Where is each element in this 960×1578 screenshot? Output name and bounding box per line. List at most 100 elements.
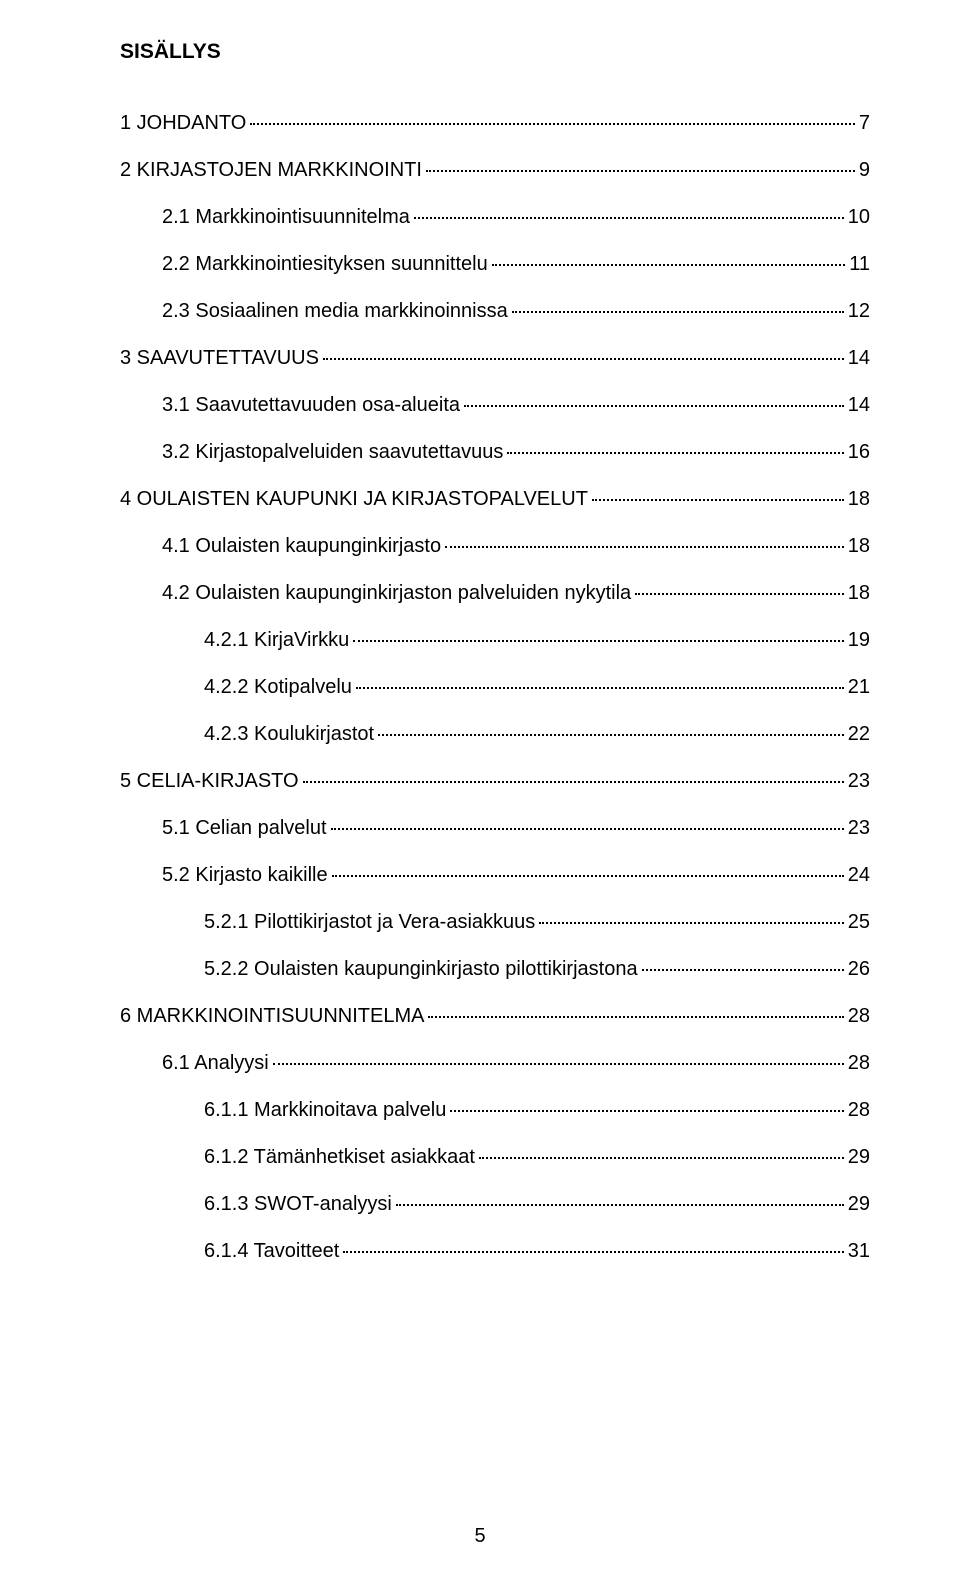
toc-leader [642, 969, 844, 971]
toc-leader [353, 640, 843, 642]
toc-row: 2.3 Sosiaalinen media markkinoinnissa 12 [162, 300, 870, 323]
toc-leader [426, 170, 855, 172]
toc-leader [396, 1204, 844, 1206]
toc-label: 4.2.2 Kotipalvelu [204, 676, 352, 699]
toc-row: 4.1 Oulaisten kaupunginkirjasto 18 [162, 535, 870, 558]
toc-label: 4.1 Oulaisten kaupunginkirjasto [162, 535, 441, 558]
toc-leader [250, 123, 855, 125]
toc-leader [343, 1251, 843, 1253]
toc-page: 26 [848, 958, 870, 981]
toc-page: 29 [848, 1146, 870, 1169]
toc-leader [273, 1063, 844, 1065]
toc-leader [323, 358, 844, 360]
toc-row: 6 MARKKINOINTISUUNNITELMA 28 [120, 1005, 870, 1028]
toc-label: 4.2.1 KirjaVirkku [204, 629, 349, 652]
toc-page: 7 [859, 112, 870, 135]
toc-row: 3 SAAVUTETTAVUUS 14 [120, 347, 870, 370]
toc-row: 1 JOHDANTO 7 [120, 112, 870, 135]
toc-leader [428, 1016, 843, 1018]
toc-label: 5 CELIA-KIRJASTO [120, 770, 299, 793]
toc-label: 2.2 Markkinointiesityksen suunnittelu [162, 253, 488, 276]
toc-label: 6.1 Analyysi [162, 1052, 269, 1075]
toc-row: 6.1.1 Markkinoitava palvelu 28 [204, 1099, 870, 1122]
toc-row: 6.1.3 SWOT-analyysi 29 [204, 1193, 870, 1216]
toc-label: 6.1.4 Tavoitteet [204, 1240, 339, 1263]
toc-row: 2 KIRJASTOJEN MARKKINOINTI 9 [120, 159, 870, 182]
toc-label: 4.2 Oulaisten kaupunginkirjaston palvelu… [162, 582, 631, 605]
toc-label: 2 KIRJASTOJEN MARKKINOINTI [120, 159, 422, 182]
toc-page: 9 [859, 159, 870, 182]
toc-page: 18 [848, 488, 870, 511]
toc-row: 3.2 Kirjastopalveluiden saavutettavuus 16 [162, 441, 870, 464]
toc-row: 5.2.2 Oulaisten kaupunginkirjasto pilott… [204, 958, 870, 981]
toc-row: 2.2 Markkinointiesityksen suunnittelu 11 [162, 253, 870, 276]
toc-leader [378, 734, 844, 736]
toc-row: 4.2 Oulaisten kaupunginkirjaston palvelu… [162, 582, 870, 605]
toc-row: 3.1 Saavutettavuuden osa-alueita 14 [162, 394, 870, 417]
toc-label: 5.2.1 Pilottikirjastot ja Vera-asiakkuus [204, 911, 535, 934]
toc-page: 10 [848, 206, 870, 229]
toc-leader [512, 311, 844, 313]
toc-page: 19 [848, 629, 870, 652]
toc-page: 16 [848, 441, 870, 464]
toc-page: 14 [848, 347, 870, 370]
toc-leader [635, 593, 844, 595]
toc-row: 6.1 Analyysi 28 [162, 1052, 870, 1075]
toc-row: 2.1 Markkinointisuunnitelma 10 [162, 206, 870, 229]
toc-row: 4.2.3 Koulukirjastot 22 [204, 723, 870, 746]
toc-leader [450, 1110, 843, 1112]
toc-page: 29 [848, 1193, 870, 1216]
toc-page: 24 [848, 864, 870, 887]
table-of-contents: 1 JOHDANTO 7 2 KIRJASTOJEN MARKKINOINTI 9 2.… [120, 112, 870, 1263]
toc-page: 14 [848, 394, 870, 417]
toc-label: 6.1.3 SWOT-analyysi [204, 1193, 392, 1216]
toc-leader [414, 217, 844, 219]
toc-page: 18 [848, 582, 870, 605]
toc-label: 2.3 Sosiaalinen media markkinoinnissa [162, 300, 508, 323]
toc-leader [507, 452, 843, 454]
toc-label: 6.1.1 Markkinoitava palvelu [204, 1099, 446, 1122]
toc-leader [445, 546, 844, 548]
toc-page: 12 [848, 300, 870, 323]
toc-leader [356, 687, 844, 689]
toc-page: 11 [849, 253, 870, 276]
toc-row: 4.2.1 KirjaVirkku 19 [204, 629, 870, 652]
toc-label: 6 MARKKINOINTISUUNNITELMA [120, 1005, 424, 1028]
toc-page: 23 [848, 770, 870, 793]
toc-leader [332, 875, 844, 877]
page-title: SISÄLLYS [120, 40, 870, 64]
toc-leader [539, 922, 843, 924]
toc-row: 6.1.4 Tavoitteet 31 [204, 1240, 870, 1263]
toc-page: 31 [848, 1240, 870, 1263]
toc-leader [479, 1157, 844, 1159]
page-number: 5 [474, 1525, 485, 1548]
toc-label: 3.1 Saavutettavuuden osa-alueita [162, 394, 460, 417]
toc-label: 4.2.3 Koulukirjastot [204, 723, 374, 746]
toc-page: 23 [848, 817, 870, 840]
toc-page: 25 [848, 911, 870, 934]
toc-label: 3 SAAVUTETTAVUUS [120, 347, 319, 370]
toc-row: 5.2 Kirjasto kaikille 24 [162, 864, 870, 887]
toc-label: 2.1 Markkinointisuunnitelma [162, 206, 410, 229]
toc-row: 5.2.1 Pilottikirjastot ja Vera-asiakkuus… [204, 911, 870, 934]
toc-label: 5.2.2 Oulaisten kaupunginkirjasto pilott… [204, 958, 638, 981]
toc-label: 5.2 Kirjasto kaikille [162, 864, 328, 887]
toc-label: 6.1.2 Tämänhetkiset asiakkaat [204, 1146, 475, 1169]
toc-label: 3.2 Kirjastopalveluiden saavutettavuus [162, 441, 503, 464]
toc-row: 6.1.2 Tämänhetkiset asiakkaat 29 [204, 1146, 870, 1169]
toc-leader [492, 264, 846, 266]
toc-page: 28 [848, 1052, 870, 1075]
toc-leader [592, 499, 844, 501]
toc-label: 5.1 Celian palvelut [162, 817, 327, 840]
toc-row: 5 CELIA-KIRJASTO 23 [120, 770, 870, 793]
toc-row: 4 OULAISTEN KAUPUNKI JA KIRJASTOPALVELUT… [120, 488, 870, 511]
toc-label: 4 OULAISTEN KAUPUNKI JA KIRJASTOPALVELUT [120, 488, 588, 511]
toc-row: 4.2.2 Kotipalvelu21 [204, 676, 870, 699]
toc-page: 28 [848, 1005, 870, 1028]
toc-label: 1 JOHDANTO [120, 112, 246, 135]
toc-row: 5.1 Celian palvelut 23 [162, 817, 870, 840]
toc-leader [303, 781, 844, 783]
toc-page: 28 [848, 1099, 870, 1122]
toc-page: 22 [848, 723, 870, 746]
toc-page: 18 [848, 535, 870, 558]
